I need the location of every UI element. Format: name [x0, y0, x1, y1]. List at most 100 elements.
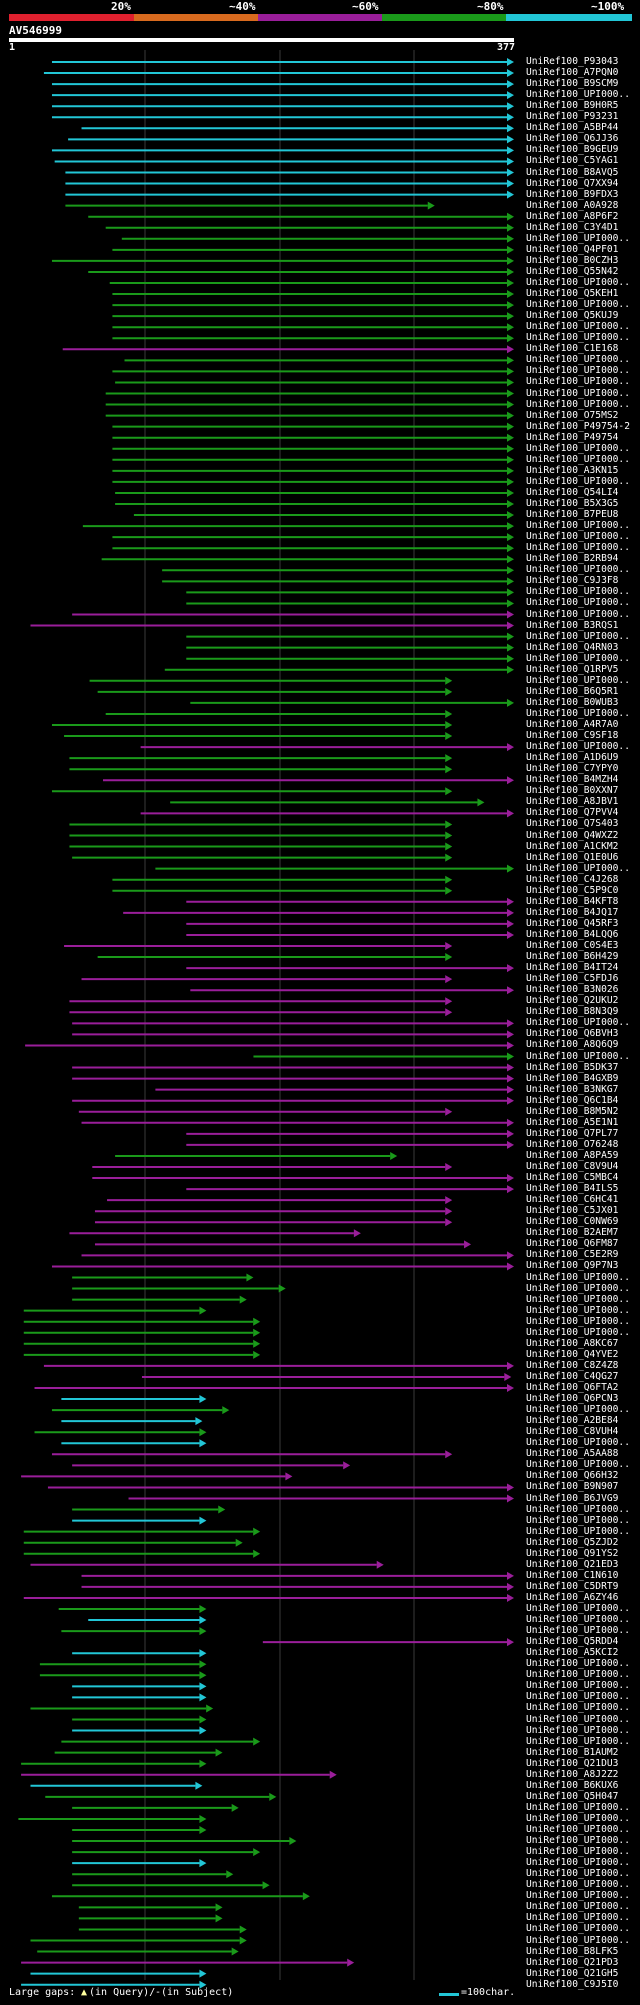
hit-label[interactable]: UniRef100_C5YAG1	[526, 155, 619, 167]
hit-label[interactable]: UniRef100_A8JBV1	[526, 796, 619, 808]
hit-label[interactable]: UniRef100_Q1E0U6	[526, 851, 619, 863]
hit-label[interactable]: UniRef100_C9J3F8	[526, 575, 619, 587]
hit-label[interactable]: UniRef100_UPI000..	[526, 1846, 630, 1858]
hit-label[interactable]: UniRef100_UPI000..	[526, 475, 630, 487]
hit-label[interactable]: UniRef100_UPI000..	[526, 398, 630, 410]
hit-label[interactable]: UniRef100_UPI000..	[526, 564, 630, 576]
hit-label[interactable]: UniRef100_UPI000..	[526, 1459, 630, 1471]
hit-label[interactable]: UniRef100_UPI000..	[526, 277, 630, 288]
hit-label[interactable]: UniRef100_B2AEM7	[526, 1227, 619, 1239]
hit-label[interactable]: UniRef100_B4LQQ6	[526, 928, 619, 940]
hit-label[interactable]: UniRef100_B9N907	[526, 1481, 619, 1493]
hit-label[interactable]: UniRef100_UPI000..	[526, 1868, 630, 1880]
hit-label[interactable]: UniRef100_UPI000..	[526, 1282, 630, 1294]
hit-label[interactable]: UniRef100_UPI000..	[526, 1912, 630, 1924]
hit-label[interactable]: UniRef100_O75MS2	[526, 409, 619, 421]
hit-label[interactable]: UniRef100_UPI000..	[526, 1658, 630, 1670]
hit-label[interactable]: UniRef100_B6JVG9	[526, 1492, 619, 1504]
hit-label[interactable]: UniRef100_B9GEU9	[526, 144, 619, 156]
hit-label[interactable]: UniRef100_UPI000..	[526, 1812, 630, 1824]
hit-label[interactable]: UniRef100_A5AA88	[526, 1448, 619, 1460]
hit-label[interactable]: UniRef100_C0S4E3	[526, 940, 619, 951]
hit-label[interactable]: UniRef100_B0WUB3	[526, 696, 619, 708]
hit-label[interactable]: UniRef100_A5KCI2	[526, 1647, 619, 1659]
hit-label[interactable]: UniRef100_UPI000..	[526, 1603, 630, 1614]
hit-label[interactable]: UniRef100_Q4RN03	[526, 641, 619, 653]
hit-label[interactable]: UniRef100_C5MBC4	[526, 1172, 619, 1184]
hit-label[interactable]: UniRef100_B4KFT8	[526, 895, 619, 907]
hit-label[interactable]: UniRef100_Q91YS2	[526, 1547, 619, 1559]
hit-label[interactable]: UniRef100_UPI000..	[526, 707, 630, 719]
hit-label[interactable]: UniRef100_Q66H32	[526, 1470, 619, 1482]
hit-label[interactable]: UniRef100_C4QG27	[526, 1370, 619, 1382]
hit-label[interactable]: UniRef100_UPI000..	[526, 1326, 630, 1338]
hit-label[interactable]: UniRef100_A8P6F2	[526, 210, 619, 222]
hit-label[interactable]: UniRef100_UPI000..	[526, 387, 630, 399]
hit-label[interactable]: UniRef100_UPI000..	[526, 1017, 630, 1029]
hit-label[interactable]: UniRef100_UPI000..	[526, 741, 630, 753]
hit-label[interactable]: UniRef100_C1E168	[526, 343, 619, 355]
hit-label[interactable]: UniRef100_A3KN15	[526, 464, 619, 476]
hit-label[interactable]: UniRef100_UPI000..	[526, 1614, 630, 1626]
hit-label[interactable]: UniRef100_UPI000..	[526, 1304, 630, 1316]
hit-label[interactable]: UniRef100_A4R7A0	[526, 719, 619, 730]
hit-label[interactable]: UniRef100_B4ILS5	[526, 1183, 619, 1195]
hit-label[interactable]: UniRef100_Q5KUJ9	[526, 310, 619, 322]
hit-label[interactable]: UniRef100_Q5H047	[526, 1790, 619, 1802]
hit-label[interactable]: UniRef100_P93231	[526, 111, 619, 123]
hit-label[interactable]: UniRef100_P93043	[526, 56, 619, 67]
hit-label[interactable]: UniRef100_A5E1N1	[526, 1116, 619, 1128]
hit-label[interactable]: UniRef100_C5E2R9	[526, 1249, 619, 1261]
hit-label[interactable]: UniRef100_UPI000..	[526, 442, 630, 454]
hit-label[interactable]: UniRef100_UPI000..	[526, 1934, 630, 1946]
hit-label[interactable]: UniRef100_UPI000..	[526, 542, 630, 554]
hit-label[interactable]: UniRef100_C0NW69	[526, 1216, 619, 1228]
hit-label[interactable]: UniRef100_C6HC41	[526, 1194, 619, 1206]
hit-label[interactable]: UniRef100_UPI000..	[526, 1625, 630, 1637]
hit-label[interactable]: UniRef100_B8AVQ5	[526, 166, 619, 178]
hit-label[interactable]: UniRef100_Q6C1B4	[526, 1094, 619, 1106]
hit-label[interactable]: UniRef100_UPI000..	[526, 608, 630, 620]
hit-label[interactable]: UniRef100_UPI000..	[526, 332, 630, 344]
hit-label[interactable]: UniRef100_C8Z4Z8	[526, 1359, 619, 1371]
hit-label[interactable]: UniRef100_C4J268	[526, 873, 619, 885]
hit-label[interactable]: UniRef100_C8V9U4	[526, 1161, 619, 1172]
hit-label[interactable]: UniRef100_B3N026	[526, 984, 619, 996]
hit-label[interactable]: UniRef100_Q6FM87	[526, 1238, 619, 1250]
hit-label[interactable]: UniRef100_Q45RF3	[526, 917, 619, 929]
hit-label[interactable]: UniRef100_B3RQS1	[526, 619, 619, 631]
hit-label[interactable]: UniRef100_O76248	[526, 1138, 619, 1150]
hit-label[interactable]: UniRef100_UPI000..	[526, 520, 630, 532]
hit-label[interactable]: UniRef100_UPI000..	[526, 89, 630, 101]
hit-label[interactable]: UniRef100_Q5RDD4	[526, 1636, 619, 1648]
hit-label[interactable]: UniRef100_UPI000..	[526, 652, 630, 664]
hit-label[interactable]: UniRef100_B4GXB9	[526, 1072, 619, 1084]
hit-label[interactable]: UniRef100_UPI000..	[526, 1680, 630, 1692]
hit-label[interactable]: UniRef100_UPI000..	[526, 299, 630, 311]
hit-label[interactable]: UniRef100_A7PQN0	[526, 67, 619, 79]
hit-label[interactable]: UniRef100_UPI000..	[526, 1271, 630, 1283]
hit-label[interactable]: UniRef100_UPI000..	[526, 1669, 630, 1681]
hit-label[interactable]: UniRef100_UPI000..	[526, 674, 630, 686]
hit-label[interactable]: UniRef100_Q7S403	[526, 818, 619, 830]
hit-label[interactable]: UniRef100_B7PEU8	[526, 509, 619, 521]
hit-label[interactable]: UniRef100_UPI000..	[526, 453, 630, 465]
hit-label[interactable]: UniRef100_B4IT24	[526, 962, 619, 974]
hit-label[interactable]: UniRef100_B8N3Q9	[526, 1006, 619, 1018]
hit-label[interactable]: UniRef100_B8LFK5	[526, 1945, 619, 1957]
hit-label[interactable]: UniRef100_C5DRT9	[526, 1580, 619, 1592]
hit-label[interactable]: UniRef100_Q4YVE2	[526, 1348, 619, 1360]
hit-label[interactable]: UniRef100_UPI000..	[526, 1713, 630, 1725]
hit-label[interactable]: UniRef100_Q7PVV4	[526, 807, 619, 819]
hit-label[interactable]: UniRef100_B4MZH4	[526, 774, 619, 786]
hit-label[interactable]: UniRef100_A0A928	[526, 199, 619, 211]
hit-label[interactable]: UniRef100_B6Q5R1	[526, 685, 619, 697]
hit-label[interactable]: UniRef100_A1D6U9	[526, 752, 619, 764]
hit-label[interactable]: UniRef100_UPI000..	[526, 1514, 630, 1526]
hit-label[interactable]: UniRef100_C3Y4D1	[526, 221, 619, 233]
hit-label[interactable]: UniRef100_A6ZY46	[526, 1591, 619, 1603]
hit-label[interactable]: UniRef100_Q6BVH3	[526, 1028, 619, 1040]
hit-label[interactable]: UniRef100_P49754-2	[526, 420, 630, 432]
hit-label[interactable]: UniRef100_B0XXN7	[526, 785, 619, 797]
hit-label[interactable]: UniRef100_UPI000..	[526, 630, 630, 642]
